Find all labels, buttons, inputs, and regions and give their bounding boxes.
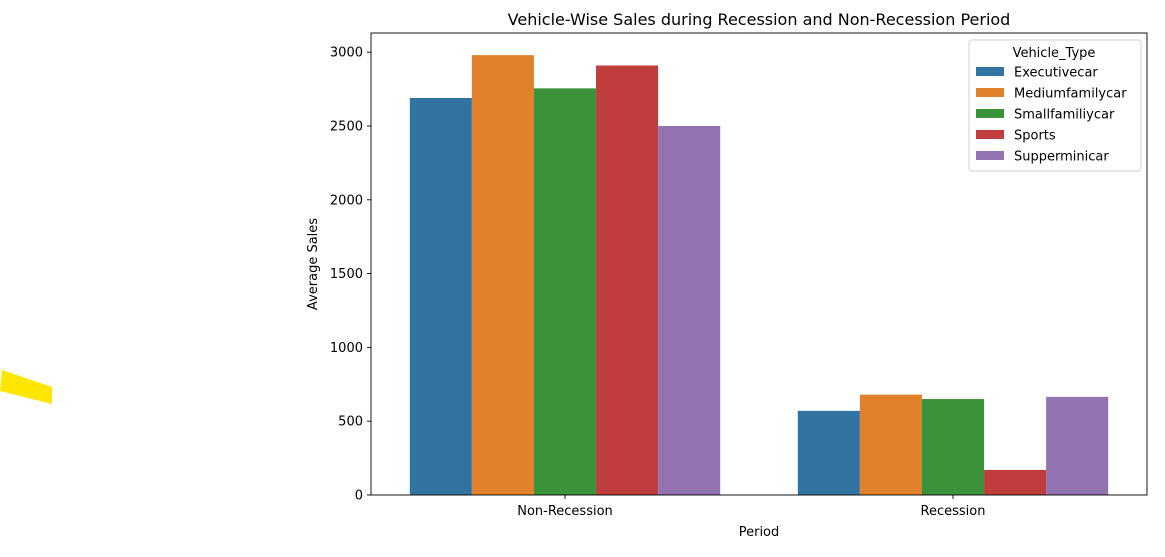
bar-executivecar-non-recession: [409, 97, 472, 496]
bar-smallfamiliycar-recession: [921, 399, 985, 495]
bar-smallfamiliycar-non-recession: [533, 88, 597, 495]
legend-swatch-supperminicar: [976, 151, 1004, 160]
bar-supperminicar-non-recession: [658, 125, 721, 495]
legend-swatch-executivecar: [976, 67, 1004, 76]
y-tick-label: 0: [355, 489, 363, 504]
bar-sports-non-recession: [596, 65, 659, 496]
y-tick-label: 2500: [330, 119, 363, 134]
bar-mediumfamilycar-non-recession: [471, 55, 534, 496]
legend-swatch-smallfamiliycar: [976, 109, 1004, 118]
legend-label-executivecar: Executivecar: [1014, 66, 1098, 81]
legend-label-mediumfamilycar: Mediumfamilycar: [1014, 87, 1127, 102]
bar-mediumfamilycar-recession: [859, 394, 922, 495]
legend-frame: [968, 39, 1142, 172]
y-tick-label: 2000: [330, 193, 363, 208]
x-axis: Non-Recession Recession: [517, 495, 985, 519]
y-tick-label: 1000: [330, 341, 363, 356]
chart-title: Vehicle-Wise Sales during Recession and …: [508, 10, 1011, 29]
legend-swatch-sports: [976, 130, 1004, 139]
legend-label-supperminicar: Supperminicar: [1014, 150, 1109, 165]
y-axis-label: Average Sales: [306, 218, 321, 310]
legend-title: Vehicle_Type: [1013, 46, 1096, 61]
y-axis: 0 500 1000 1500 2000 2500 3000: [330, 46, 371, 504]
yellow-highlight-mark: [0, 370, 52, 404]
y-tick-label: 1500: [330, 267, 363, 282]
x-tick-label: Recession: [921, 504, 986, 519]
y-tick-label: 3000: [330, 46, 363, 61]
x-tick-label: Non-Recession: [517, 504, 613, 519]
plot-frame: [370, 32, 1148, 496]
legend-label-smallfamiliycar: Smallfamiliycar: [1014, 108, 1115, 123]
x-axis-label: Period: [739, 525, 780, 540]
bar-sports-recession: [984, 469, 1047, 495]
bar-executivecar-recession: [797, 410, 860, 495]
bar-supperminicar-recession: [1046, 396, 1109, 495]
legend-label-sports: Sports: [1014, 129, 1056, 144]
y-tick-label: 500: [338, 415, 363, 430]
bars-group: [409, 55, 1109, 496]
legend-swatch-mediumfamilycar: [976, 88, 1004, 97]
legend: Vehicle_Type Executivecar Mediumfamilycar…: [968, 39, 1142, 172]
